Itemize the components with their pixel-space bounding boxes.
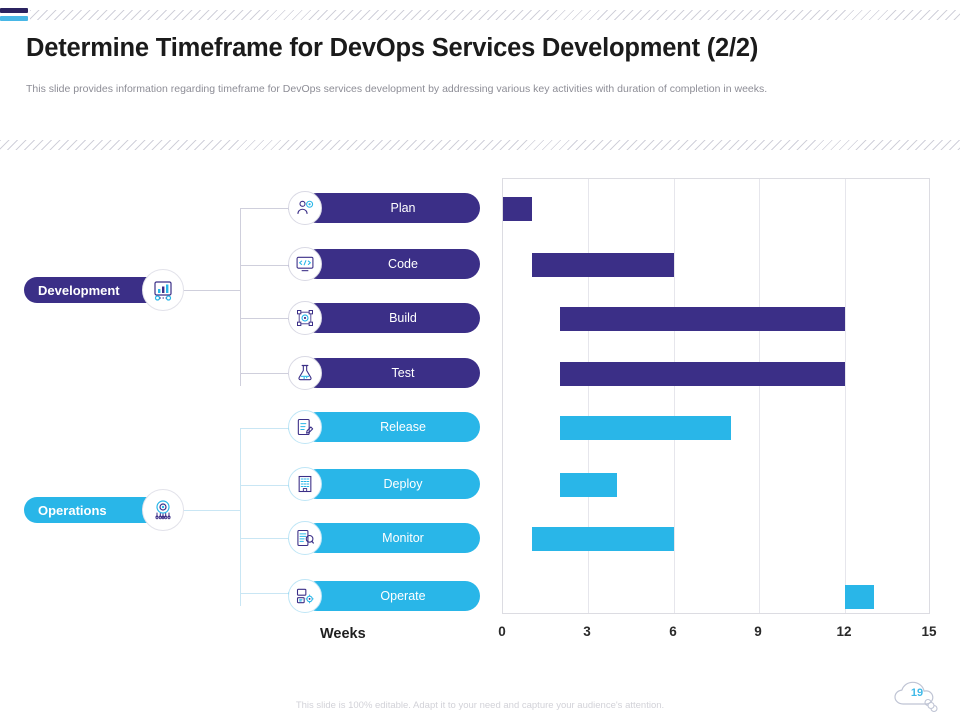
activity-pill-deploy[interactable]: Deploy	[302, 469, 480, 499]
page-number: 19	[910, 687, 924, 699]
connector-development	[184, 200, 294, 400]
planning-icon	[288, 191, 322, 225]
accent-bar-blue	[0, 16, 28, 21]
accent-bar-navy	[0, 8, 28, 13]
xtick-12: 12	[836, 624, 852, 639]
activity-pill-test[interactable]: Test	[302, 358, 480, 388]
gridline-6	[674, 179, 675, 613]
top-hatch-rule	[30, 10, 960, 20]
gridline-12	[845, 179, 846, 613]
deploy-server-icon	[288, 467, 322, 501]
activity-label-build: Build	[389, 311, 417, 325]
xtick-15: 15	[921, 624, 937, 639]
corner-accent-marks	[0, 8, 30, 24]
header-divider-hatch-rule	[0, 140, 960, 150]
activity-pill-build[interactable]: Build	[302, 303, 480, 333]
xtick-0: 0	[498, 624, 506, 639]
gantt-chart	[502, 178, 930, 614]
activity-label-operate: Operate	[380, 589, 426, 603]
page-subtitle: This slide provides information regardin…	[26, 83, 768, 95]
page-title: Determine Timeframe for DevOps Services …	[26, 34, 759, 62]
gantt-bar-operate	[845, 585, 874, 609]
operate-settings-icon	[288, 579, 322, 613]
cloud-infinity-icon: 19	[888, 674, 946, 714]
activity-label-plan: Plan	[390, 201, 416, 215]
bar-chart-icon	[142, 269, 184, 311]
activity-pill-release[interactable]: Release	[302, 412, 480, 442]
gantt-bar-plan	[503, 197, 532, 221]
activity-label-monitor: Monitor	[382, 531, 424, 545]
gantt-bar-monitor	[531, 527, 674, 551]
gridline-9	[759, 179, 760, 613]
x-axis-label: Weeks	[320, 626, 366, 642]
gantt-bar-deploy	[560, 473, 617, 497]
activity-pill-code[interactable]: Code	[302, 249, 480, 279]
activity-label-release: Release	[380, 420, 426, 434]
connector-operations	[184, 420, 294, 620]
activity-label-deploy: Deploy	[383, 477, 423, 491]
build-gear-icon	[288, 301, 322, 335]
xtick-9: 9	[754, 624, 762, 639]
group-pill-operations[interactable]: Operations	[24, 497, 162, 523]
monitor-report-icon	[288, 521, 322, 555]
group-label-development: Development	[38, 282, 120, 298]
gantt-bar-code	[531, 253, 674, 277]
code-monitor-icon	[288, 247, 322, 281]
activity-pill-monitor[interactable]: Monitor	[302, 523, 480, 553]
gantt-bar-release	[560, 416, 731, 440]
gridline-3	[588, 179, 589, 613]
test-flask-icon	[288, 356, 322, 390]
activity-pill-operate[interactable]: Operate	[302, 581, 480, 611]
xtick-3: 3	[583, 624, 591, 639]
activity-pill-plan[interactable]: Plan	[302, 193, 480, 223]
activity-label-code: Code	[388, 257, 418, 271]
release-checklist-icon	[288, 410, 322, 444]
xtick-6: 6	[669, 624, 677, 639]
activity-label-test: Test	[391, 366, 415, 380]
group-label-operations: Operations	[38, 502, 107, 518]
monitoring-eye-icon	[142, 489, 184, 531]
editable-note: This slide is 100% editable. Adapt it to…	[295, 700, 665, 711]
gantt-bar-test	[560, 362, 845, 386]
group-pill-development[interactable]: Development	[24, 277, 162, 303]
gantt-bar-build	[560, 307, 845, 331]
